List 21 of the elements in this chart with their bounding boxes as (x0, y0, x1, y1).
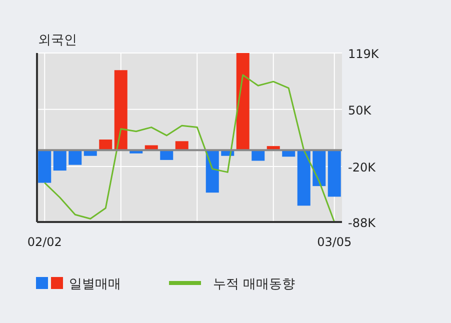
bar (53, 150, 66, 171)
bar (160, 150, 174, 160)
y-tick-label: 119K (348, 47, 380, 61)
x-tick-label: 03/05 (317, 235, 352, 249)
bar (252, 150, 265, 161)
bar (68, 150, 82, 165)
y-tick-label: 50K (348, 103, 372, 118)
y-tick-label: -20K (348, 160, 377, 174)
line-series (44, 74, 336, 223)
bar (297, 150, 310, 206)
legend-label: 누적 매매동향 (213, 277, 296, 292)
y-tick-label: -88K (348, 216, 377, 230)
bar (236, 53, 250, 150)
bar (312, 150, 326, 186)
chart-title: 외국인 (38, 33, 77, 48)
legend-label: 일별매매 (69, 277, 121, 292)
bar (38, 150, 52, 183)
bar (114, 70, 128, 150)
bar (206, 150, 219, 193)
bar (328, 150, 341, 197)
x-tick-label: 02/02 (27, 235, 62, 249)
